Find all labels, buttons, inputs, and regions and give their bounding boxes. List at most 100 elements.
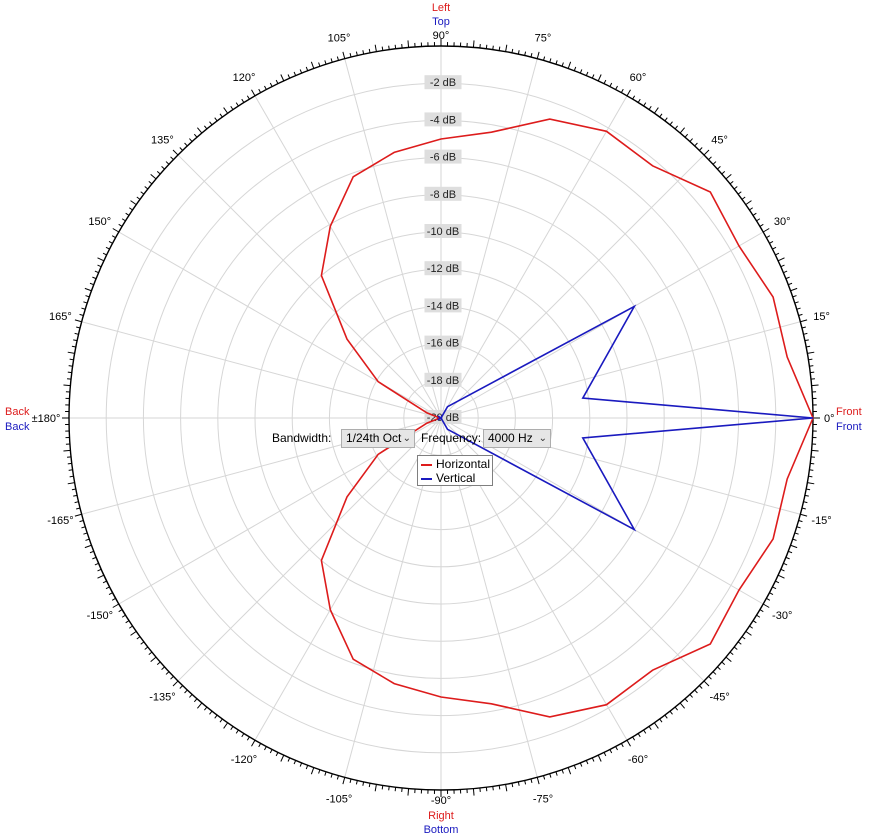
rim-tick: [209, 710, 213, 715]
rim-tick: [809, 469, 814, 471]
frequency-value: 4000 Hz: [488, 431, 533, 445]
rim-tick: [111, 235, 116, 239]
spoke-9: [177, 154, 442, 419]
rim-tick: [170, 156, 174, 160]
rim-tick: [530, 53, 533, 58]
rim-tick: [769, 592, 774, 595]
rim-tick: [63, 384, 71, 387]
rim-tick: [170, 676, 174, 680]
frequency-select[interactable]: 4000 Hz ⌄: [483, 429, 551, 448]
rim-tick: [712, 671, 717, 675]
rim-tick: [89, 550, 94, 554]
rim-tick: [336, 775, 339, 780]
rim-tick: [330, 773, 333, 778]
rim-tick: [318, 769, 321, 774]
bandwidth-select[interactable]: 1/24th Oct ⌄: [341, 429, 415, 448]
angle-label: 0°: [824, 413, 835, 425]
rim-tick: [193, 698, 198, 703]
ring-label: -10 dB: [427, 226, 459, 238]
rim-tick: [756, 218, 761, 222]
angle-label: 75°: [535, 32, 552, 44]
legend-swatch-horizontal: [421, 463, 432, 466]
rim-tick: [214, 117, 218, 122]
rim-tick: [674, 125, 679, 130]
rim-tick: [783, 270, 788, 274]
rim-tick: [280, 754, 285, 762]
rim-tick: [129, 625, 133, 629]
rim-tick: [643, 102, 647, 107]
ring-label-bg: [424, 224, 462, 238]
rim-tick: [796, 526, 801, 529]
rim-tick: [223, 722, 229, 729]
rim-tick: [766, 597, 771, 601]
angle-label: -120°: [231, 754, 257, 766]
rim-tick: [703, 149, 710, 156]
rim-tick: [172, 680, 179, 687]
rim-tick: [777, 257, 785, 262]
ring-label: -2 dB: [430, 77, 456, 89]
rim-tick: [264, 746, 267, 751]
rim-tick: [125, 620, 130, 624]
rim-tick: [121, 614, 126, 618]
ring-label: -4 dB: [430, 114, 456, 126]
rim-tick: [637, 98, 641, 103]
rim-tick: [725, 174, 732, 180]
rim-tick: [161, 166, 165, 170]
rim-tick: [203, 125, 208, 130]
rim-tick: [97, 264, 102, 268]
angle-label: 60°: [630, 72, 647, 84]
rim-tick: [67, 351, 75, 354]
angle-label: 135°: [151, 134, 174, 146]
rim-tick: [349, 53, 352, 58]
rim-tick: [68, 469, 73, 471]
rim-tick: [505, 44, 508, 52]
rim-tick: [800, 319, 808, 323]
spoke-1: [440, 321, 801, 419]
rim-tick: [669, 710, 673, 715]
angle-labels: 0° 15° 30° 45° 60° 75° 90° 105° 120° 135° 150° 165°…: [32, 30, 835, 807]
rim-tick: [772, 246, 777, 250]
direction-bottom-secondary: Bottom: [424, 824, 459, 836]
rim-tick: [745, 200, 752, 206]
rim-tick: [150, 174, 157, 180]
series-vertical-line: [437, 304, 814, 532]
rim-tick: [368, 48, 371, 53]
rim-tick: [223, 107, 229, 114]
rim-tick: [246, 736, 250, 741]
rim-tick: [144, 646, 149, 650]
rim-tick: [615, 85, 618, 90]
direction-left-primary: Back: [5, 406, 30, 418]
rim-tick: [241, 733, 245, 738]
bandwidth-value: 1/24th Oct: [346, 431, 402, 445]
rim-tick: [293, 760, 297, 765]
rim-tick: [708, 676, 712, 680]
rim-tick: [561, 769, 564, 774]
spoke-4: [440, 95, 628, 419]
rim-tick: [762, 228, 770, 233]
rim-tick: [102, 580, 107, 584]
rim-tick: [561, 62, 564, 67]
spoke-3: [440, 154, 705, 419]
rim-tick: [669, 121, 673, 126]
rim-tick: [659, 718, 663, 723]
rim-tick: [349, 778, 352, 783]
rim-tick: [73, 339, 78, 342]
rim-tick: [620, 743, 624, 748]
ring-label: -12 dB: [427, 263, 459, 275]
rim-tick: [388, 45, 390, 50]
angle-label: 150°: [88, 216, 111, 228]
rim-tick: [694, 689, 698, 694]
rim-tick: [798, 520, 803, 523]
direction-bottom-primary: Right: [428, 810, 454, 822]
rim-tick: [689, 138, 693, 142]
rim-tick: [69, 358, 74, 361]
rim-tick: [511, 48, 514, 53]
rim-tick: [626, 739, 631, 747]
rim-tick: [179, 147, 183, 151]
rim-tick: [193, 133, 198, 138]
rim-tick: [203, 706, 208, 711]
rim-tick: [659, 113, 663, 118]
series-group: [320, 118, 814, 718]
rim-tick: [517, 781, 520, 786]
rim-tick: [609, 82, 613, 87]
